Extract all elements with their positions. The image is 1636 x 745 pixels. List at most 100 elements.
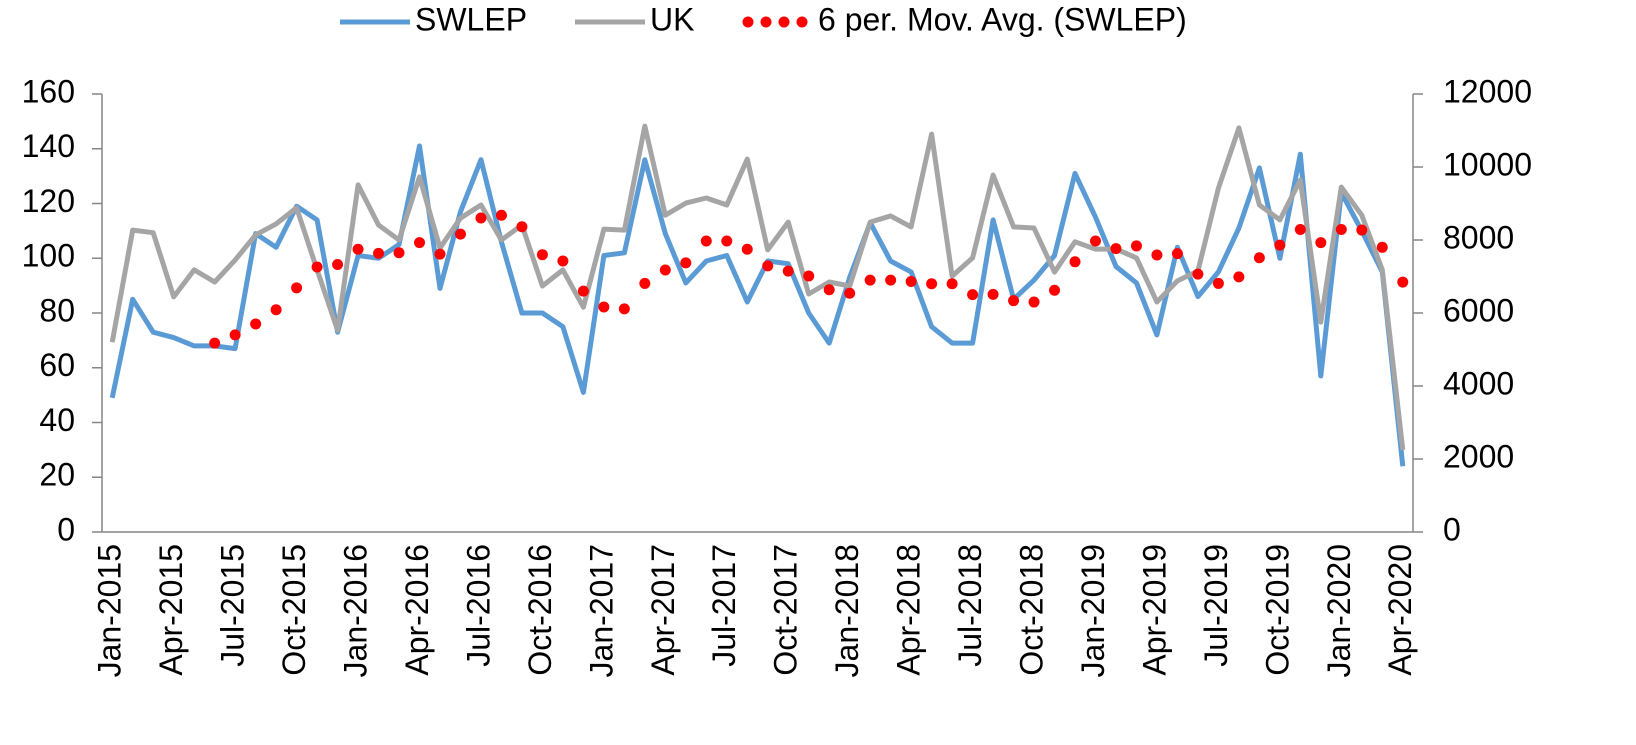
y2-tick-label: 8000 [1443,219,1514,255]
ma-dot [1253,252,1265,264]
ma-dot [352,243,364,255]
ma-dot [864,274,876,286]
y2-tick-label: 12000 [1443,73,1532,109]
y-tick-label: 100 [22,238,75,274]
x-tick-label: Jul-2016 [460,544,496,667]
x-tick-label: Jan-2017 [583,544,619,677]
ma-dot [639,277,651,289]
ma-dot [987,288,999,300]
ma-dot [291,282,303,294]
ma-dot [721,235,733,247]
y2-tick-label: 6000 [1443,292,1514,328]
y2-tick-label: 10000 [1443,146,1532,182]
x-tick-label: Apr-2015 [153,544,189,676]
ma-dot [1089,235,1101,247]
ma-dot [1233,271,1245,283]
x-tick-label: Jan-2015 [92,544,128,677]
ma-dot [229,329,241,341]
legend-swatch [778,16,790,28]
ma-dot [1049,284,1061,296]
ma-dot [680,257,692,269]
ma-dot [946,278,958,290]
ma-dot [209,337,221,349]
ma-dot [332,259,344,271]
ma-dot [393,247,405,259]
ma-dot [577,285,589,297]
x-tick-label: Jul-2019 [1198,544,1234,667]
ma-dot [1110,243,1122,255]
legend-label: SWLEP [415,1,527,37]
ma-dot [844,287,856,299]
x-tick-label: Oct-2016 [522,544,558,676]
ma-dot [1294,224,1306,236]
x-tick-label: Jul-2018 [952,544,988,667]
y-tick-label: 160 [22,73,75,109]
ma-dot [311,261,323,273]
ma-dot [1335,224,1347,236]
ma-dot [495,209,507,221]
ma-dot [1028,296,1040,308]
ma-dot [1376,241,1388,253]
ma-dot [1151,249,1163,261]
ma-dot [782,265,794,277]
x-tick-label: Jan-2020 [1321,544,1357,677]
x-tick-label: Oct-2017 [768,544,804,676]
ma-dot [1274,239,1286,251]
series-line [109,123,1406,451]
ma-dot [926,278,938,290]
ma-dot [434,248,446,260]
y2-tick-label: 0 [1443,511,1461,547]
ma-dot [454,228,466,240]
ma-dot [1315,237,1327,249]
y-tick-label: 140 [22,128,75,164]
y-tick-label: 20 [39,457,75,493]
ma-dot [803,270,815,282]
y-tick-label: 60 [39,347,75,383]
x-tick-label: Apr-2019 [1136,544,1172,676]
x-tick-label: Oct-2019 [1259,544,1295,676]
ma-dot [823,284,835,296]
x-tick-label: Jul-2017 [706,544,742,667]
series-line [109,143,1406,467]
ma-dot [1130,240,1142,252]
ma-dot [762,260,774,272]
ma-dot [414,237,426,249]
y-tick-label: 40 [39,402,75,438]
ma-dot [659,264,671,276]
ma-dot [967,289,979,301]
ma-dot [618,303,630,315]
ma-dot [1192,268,1204,280]
ma-dot [1069,256,1081,268]
ma-dot [1171,248,1183,260]
ma-dot [516,221,528,233]
ma-dot [700,235,712,247]
legend-swatch [796,16,808,28]
ma-dot [250,318,262,330]
x-tick-label: Jan-2018 [829,544,865,677]
x-tick-label: Apr-2017 [645,544,681,676]
x-tick-label: Apr-2016 [399,544,435,676]
ma-dot [598,301,610,313]
y-tick-label: 120 [22,183,75,219]
x-tick-label: Jan-2019 [1075,544,1111,677]
legend-label: UK [650,1,694,37]
ma-dot [536,249,548,261]
x-tick-label: Apr-2020 [1382,544,1418,676]
ma-dot [905,276,917,288]
ma-dot [475,212,487,224]
ma-dot [741,243,753,255]
legend-swatch [742,16,754,28]
x-tick-label: Jan-2016 [338,544,374,677]
x-tick-label: Apr-2018 [891,544,927,676]
x-tick-label: Jul-2015 [215,544,251,667]
x-tick-label: Oct-2015 [276,544,312,676]
legend-label: 6 per. Mov. Avg. (SWLEP) [818,1,1187,37]
ma-dot [373,247,385,259]
ma-dot [1008,295,1020,307]
y2-tick-label: 4000 [1443,365,1514,401]
ma-dot [557,255,569,267]
y-tick-label: 0 [57,511,75,547]
ma-dot [270,304,282,316]
